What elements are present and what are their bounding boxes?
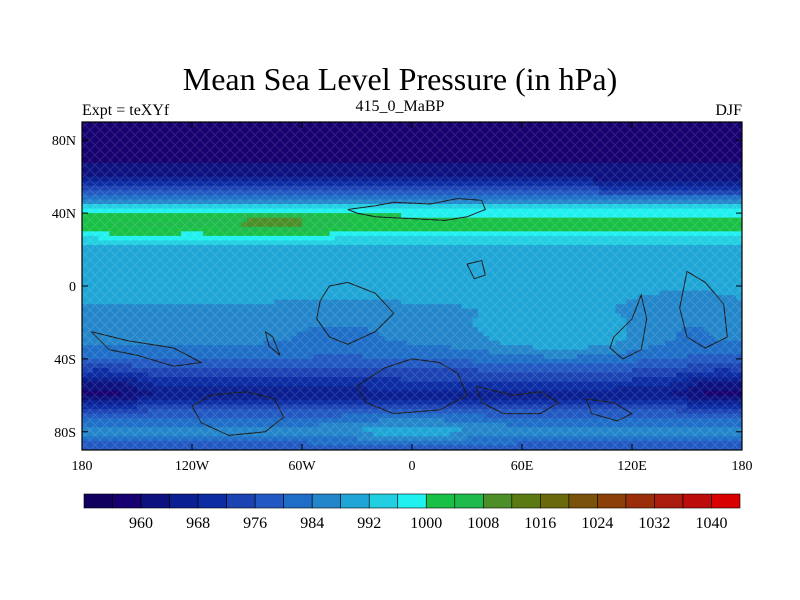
season-label: DJF [715, 102, 742, 119]
period-label: 415_0_MaBP [355, 98, 445, 115]
experiment-label: Expt = teXYf [82, 102, 170, 119]
chart-title: Mean Sea Level Pressure (in hPa) [182, 61, 618, 97]
